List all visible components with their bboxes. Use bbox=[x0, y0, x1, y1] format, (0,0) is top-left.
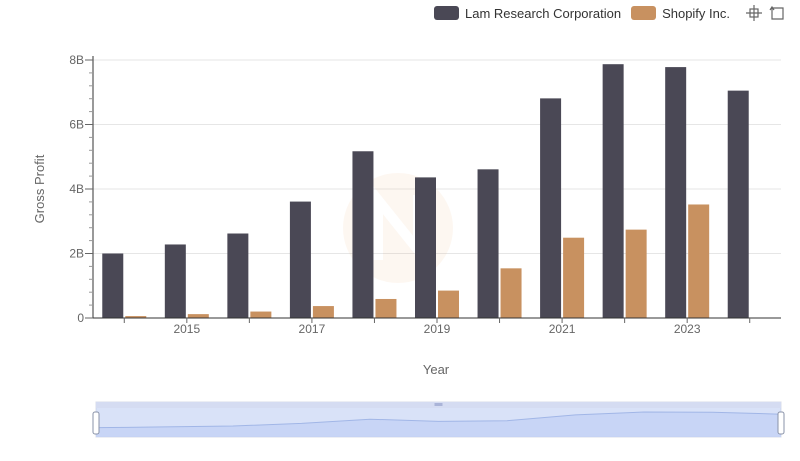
bar-lam-research-corporation-2024[interactable] bbox=[727, 90, 749, 318]
x-tick-label: 2017 bbox=[299, 322, 326, 336]
x-axis-ticks: 2015 2017 2019 2021 2023 bbox=[123, 318, 751, 336]
bar-shopify-inc-2017[interactable] bbox=[312, 306, 334, 318]
x-tick-label: 2015 bbox=[173, 322, 200, 336]
bar-lam-research-corporation-2018[interactable] bbox=[352, 151, 374, 318]
y-axis-title: Gross Profit bbox=[32, 154, 47, 223]
bar-lam-research-corporation-2017[interactable] bbox=[289, 201, 311, 318]
bar-lam-research-corporation-2022[interactable] bbox=[602, 64, 624, 318]
bars bbox=[102, 64, 749, 319]
bar-lam-research-corporation-2015[interactable] bbox=[164, 244, 186, 318]
x-tick-label: 2023 bbox=[674, 322, 701, 336]
zoom-line bbox=[95, 411, 782, 429]
zoom-area bbox=[96, 412, 781, 437]
zoom-reset-icon[interactable] bbox=[768, 4, 786, 22]
y-tick-label: 4B bbox=[69, 182, 84, 196]
bar-shopify-inc-2022[interactable] bbox=[625, 229, 647, 318]
bar-shopify-inc-2016[interactable] bbox=[250, 311, 272, 318]
legend: Lam Research Corporation Shopify Inc. bbox=[433, 4, 786, 22]
bar-lam-research-corporation-2021[interactable] bbox=[540, 98, 562, 318]
y-tick-label: 0 bbox=[77, 311, 84, 325]
zoom-handle-left[interactable] bbox=[92, 411, 100, 435]
data-zoom-slider[interactable] bbox=[92, 401, 785, 438]
bar-lam-research-corporation-2023[interactable] bbox=[665, 67, 687, 318]
zoom-handle-right[interactable] bbox=[777, 411, 785, 435]
x-tick-label: 2021 bbox=[549, 322, 576, 336]
bar-shopify-inc-2015[interactable] bbox=[187, 314, 209, 318]
bar-shopify-inc-2021[interactable] bbox=[563, 237, 585, 318]
bar-lam-research-corporation-2020[interactable] bbox=[477, 169, 499, 318]
bar-shopify-inc-2018[interactable] bbox=[375, 298, 397, 318]
x-axis-title: Year bbox=[423, 362, 450, 377]
bar-shopify-inc-2020[interactable] bbox=[500, 268, 522, 318]
legend-label-shopify: Shopify Inc. bbox=[662, 5, 730, 21]
bar-lam-research-corporation-2016[interactable] bbox=[227, 233, 249, 318]
legend-swatch-lam bbox=[433, 6, 459, 20]
bar-lam-research-corporation-2019[interactable] bbox=[415, 177, 436, 318]
legend-swatch-shopify bbox=[631, 6, 657, 20]
legend-label-lam: Lam Research Corporation bbox=[464, 5, 622, 21]
bar-lam-research-corporation-2014[interactable] bbox=[102, 253, 124, 319]
x-tick-label: 2019 bbox=[424, 322, 451, 336]
y-tick-label: 6B bbox=[69, 118, 84, 132]
y-tick-label: 8B bbox=[69, 53, 84, 67]
y-axis-ticks: 0 2B 4B 6B 8B bbox=[69, 53, 93, 325]
bar-shopify-inc-2014[interactable] bbox=[125, 316, 147, 318]
zoom-grip bbox=[434, 403, 443, 406]
legend-item-shopify[interactable]: Shopify Inc. bbox=[631, 6, 730, 21]
legend-item-lam-research[interactable]: Lam Research Corporation bbox=[433, 5, 622, 21]
bar-shopify-inc-2023[interactable] bbox=[688, 204, 710, 318]
bar-shopify-inc-2019[interactable] bbox=[438, 290, 459, 318]
zoom-select-icon[interactable] bbox=[745, 4, 763, 22]
zoom-window bbox=[96, 408, 781, 437]
y-tick-label: 2B bbox=[69, 247, 84, 261]
